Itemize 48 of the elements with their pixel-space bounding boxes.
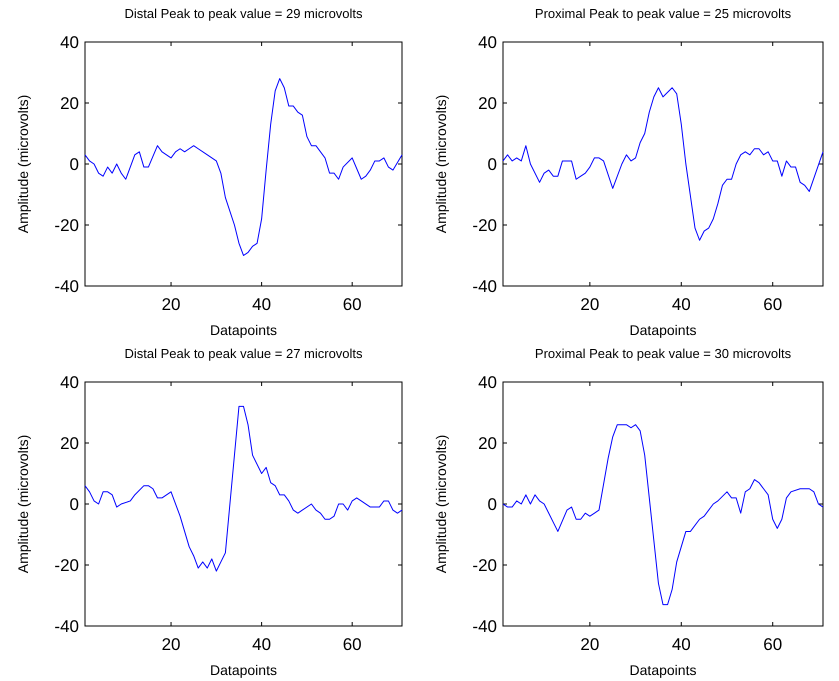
- y-tick-label: -20: [472, 216, 497, 235]
- y-tick-label: 20: [478, 434, 497, 453]
- x-tick-label: 40: [252, 635, 272, 654]
- y-tick-label: 40: [60, 373, 79, 392]
- y-tick-label: 40: [60, 33, 79, 52]
- y-axis-title: Amplitude (microvolts): [433, 94, 449, 234]
- y-tick-label: -20: [54, 556, 79, 575]
- y-tick-label: 0: [488, 495, 497, 514]
- x-tick-label: 20: [162, 635, 181, 654]
- chart-title: Distal Peak to peak value = 29 microvolts: [124, 6, 364, 21]
- y-tick-label: 40: [478, 33, 497, 52]
- x-tick-label: 60: [763, 635, 782, 654]
- x-axis-title: Datapoints: [210, 322, 277, 338]
- x-tick-label: 60: [342, 635, 362, 654]
- x-tick-label: 40: [252, 295, 272, 314]
- line-series: [84, 406, 402, 572]
- line-series: [502, 424, 824, 606]
- y-tick-label: -40: [472, 277, 497, 296]
- x-tick-label: 60: [763, 295, 782, 314]
- x-tick-label: 20: [580, 295, 600, 314]
- x-tick-label: 40: [672, 635, 691, 654]
- y-tick-label: 40: [478, 373, 497, 392]
- x-tick-label: 20: [580, 635, 600, 654]
- y-tick-label: 20: [478, 94, 497, 113]
- chart-title: Proximal Peak to peak value = 30 microvolts: [534, 346, 792, 361]
- line-series: [502, 87, 824, 241]
- y-tick-label: 0: [70, 155, 79, 174]
- x-axis-title: Datapoints: [630, 662, 696, 678]
- y-axis-title: Amplitude (microvolts): [15, 434, 31, 574]
- x-tick-label: 40: [672, 295, 691, 314]
- y-tick-label: -40: [54, 617, 79, 636]
- y-tick-label: 20: [60, 94, 79, 113]
- chart-title: Distal Peak to peak value = 27 microvolts: [124, 346, 364, 361]
- y-tick-label: -20: [54, 216, 79, 235]
- line-series: [84, 78, 402, 256]
- x-tick-label: 20: [162, 295, 181, 314]
- y-tick-label: 20: [60, 434, 79, 453]
- y-axis-title: Amplitude (microvolts): [15, 94, 31, 234]
- y-tick-label: -20: [472, 556, 497, 575]
- chart-title: Proximal Peak to peak value = 25 microvolts: [534, 6, 792, 21]
- x-tick-label: 60: [342, 295, 362, 314]
- y-tick-label: 0: [488, 155, 497, 174]
- y-tick-label: -40: [54, 277, 79, 296]
- x-axis-title: Datapoints: [630, 322, 696, 338]
- y-tick-label: 0: [70, 495, 79, 514]
- x-axis-title: Datapoints: [210, 662, 277, 678]
- y-axis-title: Amplitude (microvolts): [433, 434, 449, 574]
- y-tick-label: -40: [472, 617, 497, 636]
